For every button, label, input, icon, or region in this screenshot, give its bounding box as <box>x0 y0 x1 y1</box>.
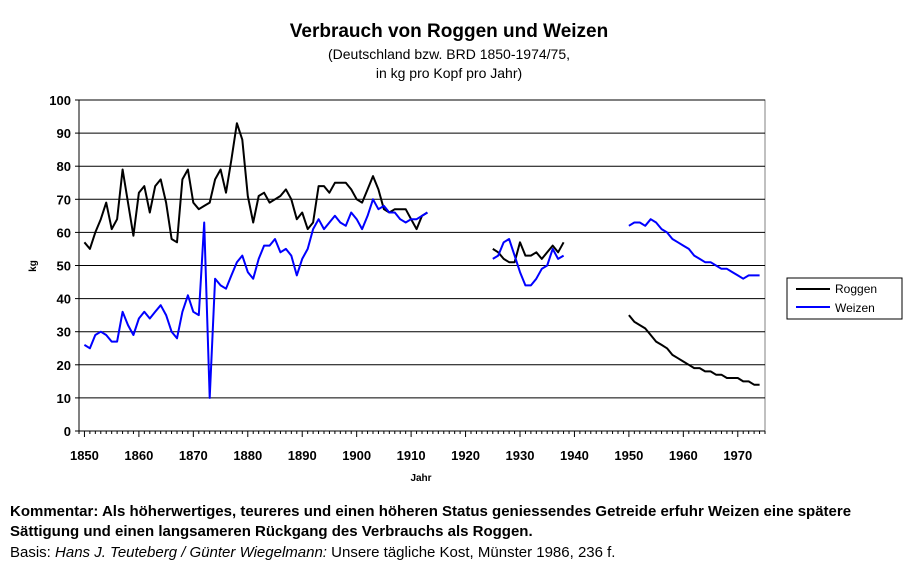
y-tick-label-40: 40 <box>57 292 71 307</box>
series-line-weizen-segment-3 <box>628 218 760 280</box>
series-lines <box>83 122 760 399</box>
x-tick-label-1920: 1920 <box>451 448 480 463</box>
series-line-roggen-segment-1 <box>83 122 428 250</box>
y-tick-label-70: 70 <box>57 192 71 207</box>
x-tick-label-1940: 1940 <box>560 448 589 463</box>
x-axis-label: Jahr <box>410 473 431 484</box>
x-tick-label-1850: 1850 <box>70 448 99 463</box>
series-line-roggen-segment-2 <box>492 241 565 264</box>
legend-label-weizen: Weizen <box>835 301 875 315</box>
y-tick-label-0: 0 <box>64 424 71 439</box>
comment-text: Kommentar: Als höherwertiges, teureres u… <box>10 503 852 540</box>
y-tick-label-50: 50 <box>57 259 71 274</box>
y-tick-label-60: 60 <box>57 225 71 240</box>
basis-rest: Unsere tägliche Kost, Münster 1986, 236 … <box>326 544 616 561</box>
series-line-weizen-segment-2 <box>492 238 565 287</box>
legend: Roggen Weizen <box>786 277 903 320</box>
x-tick-label-1970: 1970 <box>723 448 752 463</box>
chart-title: Verbrauch von Roggen und Weizen <box>290 21 608 42</box>
legend-box <box>786 277 903 320</box>
x-tick-label-1860: 1860 <box>124 448 153 463</box>
legend-label-roggen: Roggen <box>835 282 877 296</box>
y-tick-label-10: 10 <box>57 391 71 406</box>
y-tick-label-90: 90 <box>57 126 71 141</box>
chart-subtitle-line2: in kg pro Kopf pro Jahr) <box>376 65 522 81</box>
basis-authors: Hans J. Teuteberg / Günter Wiegelmann: <box>55 544 327 561</box>
grid-lines <box>79 99 765 399</box>
x-tick-label-1900: 1900 <box>342 448 371 463</box>
chart-subtitle-line1: (Deutschland bzw. BRD 1850-1974/75, <box>328 46 570 62</box>
x-tick-label-1930: 1930 <box>506 448 535 463</box>
y-axis-label: kg <box>28 260 39 272</box>
basis-prefix: Basis: <box>10 544 56 561</box>
x-tick-label-1890: 1890 <box>288 448 317 463</box>
y-tick-label-20: 20 <box>57 358 71 373</box>
x-tick-label-1880: 1880 <box>233 448 262 463</box>
series-line-weizen-segment-1 <box>83 198 428 399</box>
y-tick-label-80: 80 <box>57 159 71 174</box>
y-tick-label-100: 100 <box>49 93 71 108</box>
chart: Verbrauch von Roggen und Weizen (Deutsch… <box>28 21 903 484</box>
x-tick-label-1910: 1910 <box>397 448 426 463</box>
basis-citation: Basis: Hans J. Teuteberg / Günter Wiegel… <box>10 543 900 563</box>
x-tick-label-1960: 1960 <box>669 448 698 463</box>
y-tick-label-30: 30 <box>57 325 71 340</box>
series-line-roggen-segment-3 <box>628 314 760 386</box>
x-tick-label-1870: 1870 <box>179 448 208 463</box>
axes: 0 10 20 30 40 50 60 70 80 90 100 1850 1860 1870 1880 18… <box>49 93 766 463</box>
x-tick-label-1950: 1950 <box>614 448 643 463</box>
